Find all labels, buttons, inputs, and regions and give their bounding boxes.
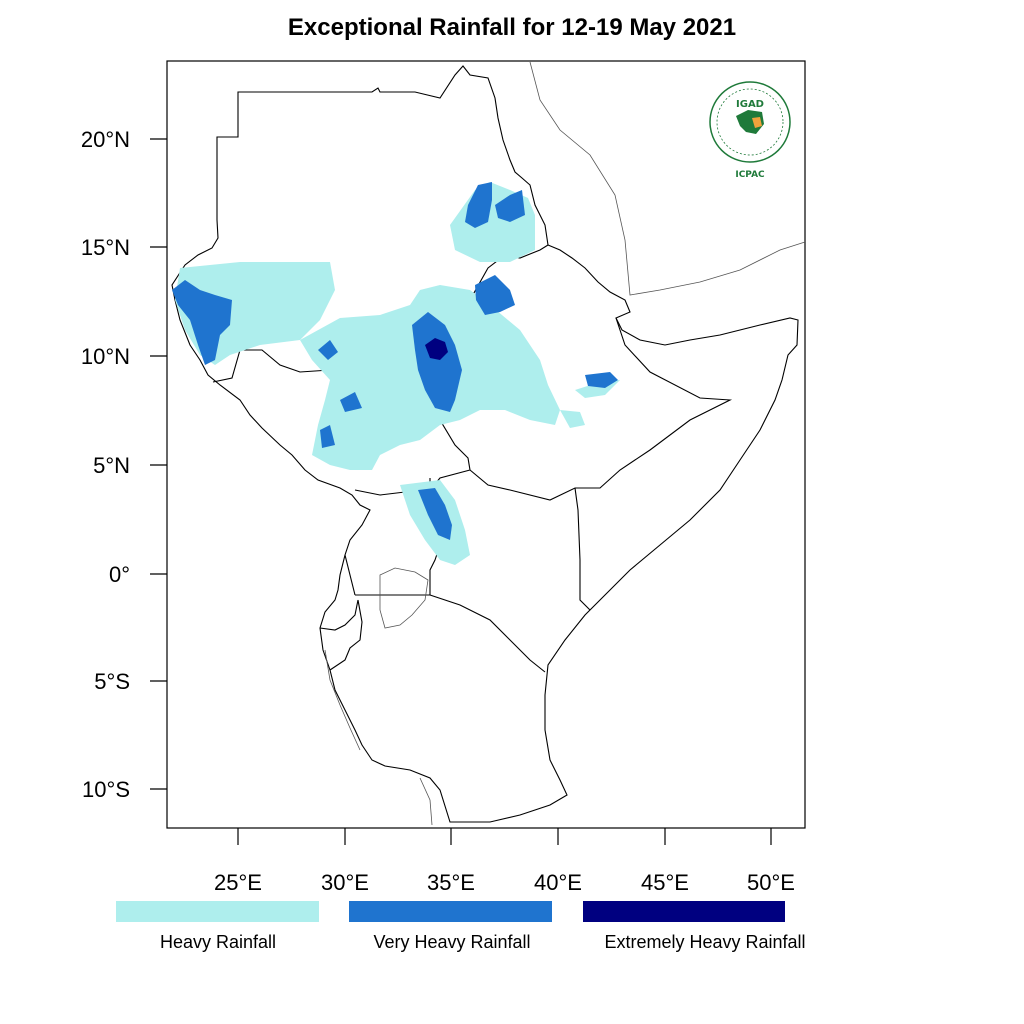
very-heavy-rainfall-areas	[172, 182, 618, 540]
lon-label-45e: 45°E	[641, 870, 689, 895]
logo-center-name: ICPAC	[735, 170, 765, 180]
lat-label-15n: 15°N	[81, 235, 130, 260]
legend-label-heavy: Heavy Rainfall	[160, 932, 276, 952]
legend-label-extremely-heavy: Extremely Heavy Rainfall	[604, 932, 805, 952]
legend-swatch-very-heavy	[349, 901, 552, 922]
lat-label-20n: 20°N	[81, 127, 130, 152]
legend-swatch-extremely-heavy	[583, 901, 785, 922]
lat-label-0: 0°	[109, 562, 130, 587]
legend-swatch-heavy	[116, 901, 319, 922]
logo-acronym: IGAD	[736, 99, 764, 110]
lon-label-25e: 25°E	[214, 870, 262, 895]
lat-label-10n: 10°N	[81, 344, 130, 369]
extremely-heavy-rainfall-areas	[425, 338, 448, 360]
map-frame	[166, 60, 806, 829]
lon-label-35e: 35°E	[427, 870, 475, 895]
lakes-rivers	[324, 61, 806, 826]
igad-logo-icon: IGAD ICPAC	[709, 81, 791, 180]
lon-label-50e: 50°E	[747, 870, 795, 895]
lat-label-5s: 5°S	[94, 669, 130, 694]
legend-label-very-heavy: Very Heavy Rainfall	[373, 932, 530, 952]
lon-axis	[237, 828, 772, 845]
map-title: Exceptional Rainfall for 12-19 May 2021	[287, 14, 737, 41]
lat-label-5n: 5°N	[93, 453, 130, 478]
lat-label-10s: 10°S	[82, 777, 130, 802]
lon-label-30e: 30°E	[321, 870, 369, 895]
lon-label-40e: 40°E	[534, 870, 582, 895]
lat-axis	[150, 138, 167, 790]
